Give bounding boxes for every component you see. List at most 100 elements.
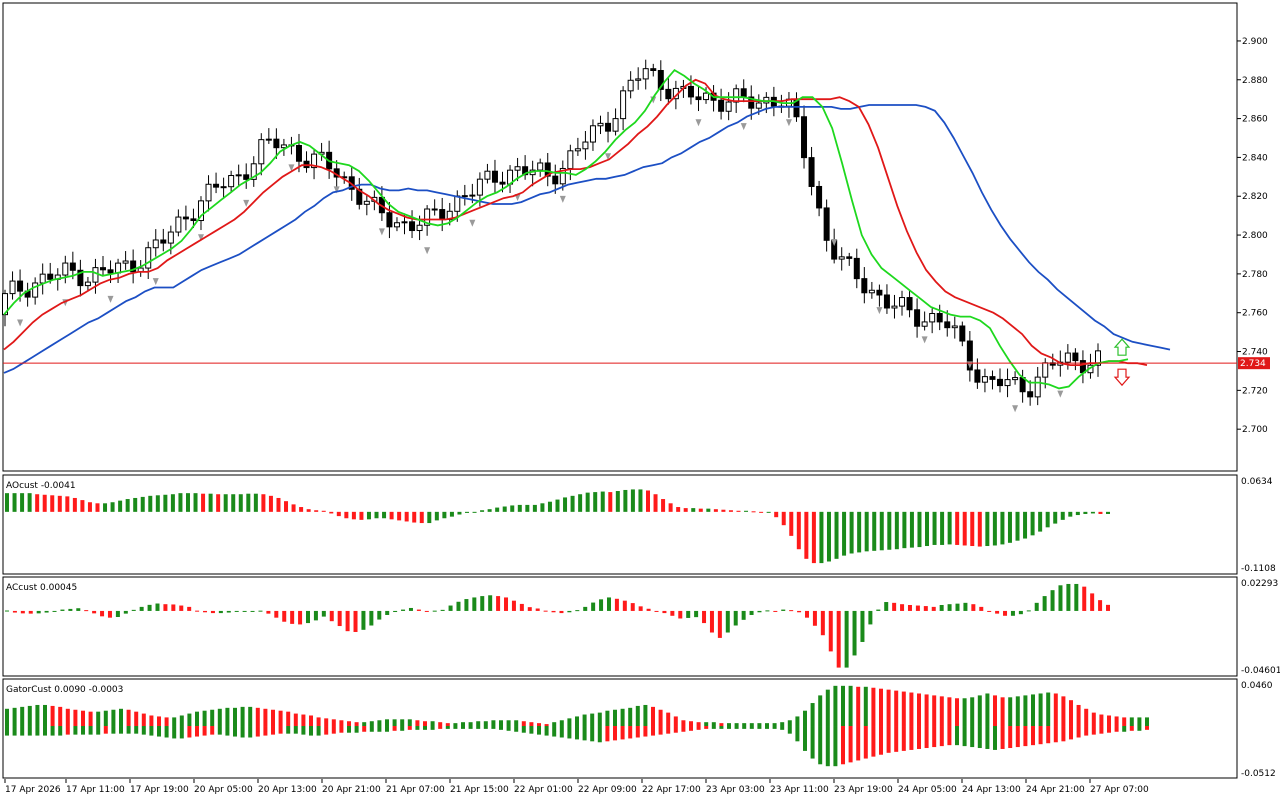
ao-bar: [751, 511, 756, 513]
ac-bar: [979, 606, 984, 611]
candle: [1012, 371, 1019, 385]
ac-bar: [1003, 610, 1008, 616]
ao-bar: [95, 503, 100, 512]
ac-bar: [504, 597, 509, 611]
ao-bar: [992, 511, 997, 546]
ac-bar: [440, 609, 445, 611]
price-axis-label: 2.880: [1242, 76, 1268, 86]
gator-upper-bar: [575, 716, 579, 727]
gator-lower-bar: [157, 726, 161, 737]
ac-bar: [250, 610, 255, 612]
ao-bar: [57, 495, 62, 512]
gator-indicator-panel[interactable]: GatorCust 0.0090 -0.0003 0.0460 -0.0512: [2, 678, 1276, 779]
ac-bar: [408, 607, 413, 611]
ac-bar: [179, 605, 184, 611]
ao-indicator-title: AOcust -0.0041: [6, 481, 76, 491]
candle: [627, 71, 634, 99]
ac-bar: [765, 610, 770, 612]
gator-upper-bar: [932, 695, 937, 727]
gator-upper-bar: [73, 709, 78, 727]
ac-bar: [678, 610, 683, 619]
candle: [9, 271, 16, 300]
gator-lower-bar: [643, 726, 648, 737]
gator-lower-bar: [88, 726, 93, 735]
candle: [861, 267, 868, 304]
gator-upper-bar: [225, 707, 230, 727]
gator-upper-bar: [643, 704, 648, 727]
ao-indicator-panel[interactable]: AOcust -0.0041 0.0634 -0.1108: [2, 474, 1276, 575]
ao-bar: [359, 511, 364, 520]
ao-bar: [600, 491, 605, 512]
ao-bar: [698, 508, 703, 512]
ac-bar: [195, 610, 200, 612]
ao-bar: [668, 503, 673, 512]
ao-bar: [630, 489, 635, 512]
ao-bar: [826, 511, 831, 562]
candle: [838, 247, 845, 271]
gator-lower-bar: [1015, 726, 1020, 748]
gator-lower-bar: [1145, 726, 1149, 730]
gator-lower-bar: [1069, 726, 1073, 740]
candle: [265, 128, 272, 144]
ao-bar: [246, 493, 251, 512]
gator-lower-bar: [765, 726, 769, 729]
gator-lower-bar: [719, 726, 724, 729]
price-axis-label: 2.700: [1242, 425, 1268, 435]
ac-bar: [313, 610, 318, 621]
ao-bar: [185, 493, 190, 512]
gator-lower-bar: [628, 726, 633, 739]
ao-bar: [495, 507, 500, 512]
ao-bar: [223, 494, 228, 512]
ac-bar: [290, 610, 295, 624]
ac-bar: [733, 610, 738, 626]
gator-upper-bar: [894, 690, 899, 727]
gator-upper-bar: [529, 722, 534, 727]
gator-lower-bar: [757, 726, 762, 729]
gator-lower-bar: [407, 726, 412, 730]
ac-bar: [567, 610, 572, 613]
ac-bar: [377, 610, 382, 620]
ao-bar: [1098, 511, 1103, 514]
ao-bar: [608, 492, 613, 512]
gator-upper-bar: [286, 711, 291, 727]
gator-upper-bar: [50, 705, 55, 727]
candle: [657, 60, 664, 102]
gator-upper-bar: [620, 708, 625, 727]
ao-bar: [894, 511, 899, 550]
time-axis-label: 22 Apr 17:00: [642, 785, 701, 795]
gator-lower-bar: [309, 726, 313, 736]
gator-upper-bar: [1091, 712, 1096, 727]
ao-bar: [578, 494, 583, 512]
ac-bar: [171, 604, 176, 611]
ac-bar: [591, 602, 596, 611]
ao-bar: [27, 493, 32, 512]
fractal-down-marker: [197, 234, 204, 242]
ac-indicator-title: ACcust 0.00045: [6, 583, 77, 593]
gator-lower-bar: [96, 726, 101, 735]
ac-indicator-panel[interactable]: ACcust 0.00045 0.02293 -0.04601: [2, 576, 1280, 677]
ac-bar: [1026, 610, 1031, 612]
gator-lower-bar: [316, 726, 321, 736]
main-price-panel[interactable]: 2.900 2.880 2.860 2.840 2.820 2.800 2.780 2.760…: [2, 2, 1271, 472]
ao-bar: [789, 511, 794, 536]
gator-upper-bar: [369, 721, 374, 727]
gator-upper-bar: [362, 722, 367, 727]
time-axis-label: 23 Apr 19:00: [834, 785, 893, 795]
gator-lower-bar: [597, 726, 602, 743]
gator-upper-bar: [445, 723, 450, 727]
ao-bar: [397, 511, 402, 521]
ao-bar: [276, 497, 281, 512]
gator-upper-bar: [1031, 694, 1035, 727]
gator-lower-bar: [172, 726, 177, 739]
gator-lower-bar: [103, 726, 108, 734]
gator-lower-bar: [749, 726, 754, 729]
ac-bar: [686, 610, 691, 618]
candle: [220, 177, 227, 199]
gator-lower-bar: [400, 726, 405, 731]
gator-upper-bar: [863, 686, 868, 727]
gator-lower-bar: [1053, 726, 1058, 743]
ao-bar: [148, 495, 153, 512]
ac-bar: [258, 610, 263, 612]
gator-upper-bar: [1038, 693, 1043, 727]
